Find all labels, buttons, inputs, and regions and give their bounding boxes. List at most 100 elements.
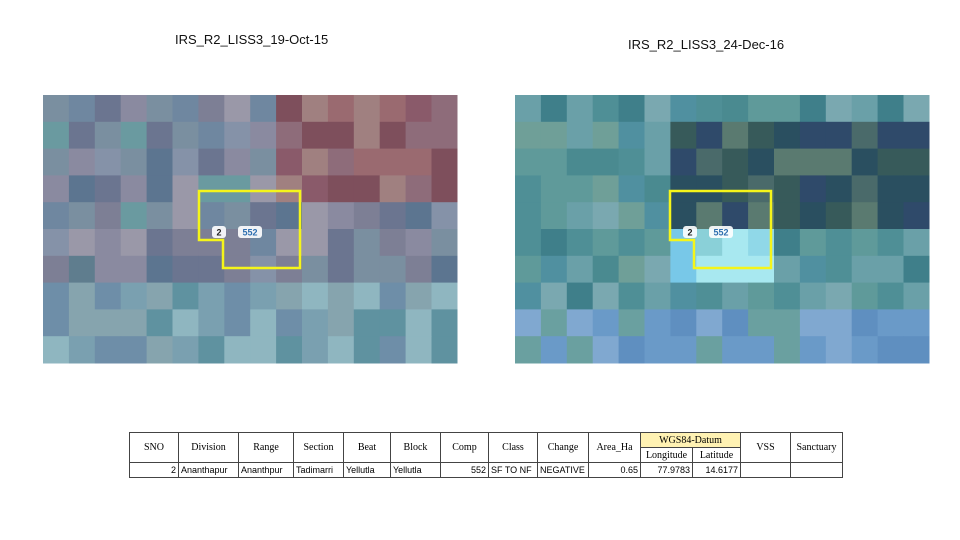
pixel bbox=[670, 95, 697, 123]
pixel bbox=[670, 336, 697, 364]
pixel bbox=[302, 175, 329, 203]
pixel bbox=[431, 229, 458, 257]
pixel bbox=[851, 121, 879, 150]
pixel bbox=[120, 148, 148, 176]
pixel bbox=[172, 255, 199, 284]
pixel bbox=[146, 255, 173, 284]
pixel bbox=[431, 282, 458, 310]
pixel bbox=[825, 282, 853, 310]
pixel bbox=[327, 95, 355, 123]
pixel bbox=[515, 121, 542, 150]
pixel bbox=[302, 282, 329, 310]
pixel bbox=[851, 282, 879, 310]
pixel bbox=[405, 336, 432, 364]
pixel bbox=[68, 175, 96, 203]
pixel bbox=[566, 336, 594, 364]
pixel bbox=[566, 255, 594, 284]
pixel bbox=[276, 95, 303, 123]
pixel bbox=[198, 202, 225, 230]
map-label: 2 bbox=[216, 228, 221, 238]
pixel bbox=[68, 121, 96, 150]
pixel bbox=[198, 309, 225, 337]
pixel bbox=[592, 175, 620, 203]
pixel bbox=[592, 202, 620, 230]
pixel bbox=[224, 282, 251, 310]
pixel bbox=[903, 121, 930, 150]
pixel bbox=[877, 202, 904, 230]
pixel bbox=[120, 202, 148, 230]
pixel bbox=[276, 148, 303, 176]
pixel bbox=[353, 336, 381, 364]
pixel bbox=[327, 255, 355, 284]
pixel bbox=[276, 255, 303, 284]
pixel bbox=[696, 121, 723, 150]
pixel bbox=[566, 121, 594, 150]
pixel bbox=[774, 229, 801, 257]
pixel bbox=[644, 309, 671, 337]
pixel bbox=[405, 282, 432, 310]
column-header: Change bbox=[537, 432, 589, 463]
pixel bbox=[68, 202, 96, 230]
pixel bbox=[722, 309, 749, 337]
pixel bbox=[592, 282, 620, 310]
pixel bbox=[799, 255, 827, 284]
table-cell: 77.9783 bbox=[640, 462, 693, 478]
pixel bbox=[851, 175, 879, 203]
pixel bbox=[670, 148, 697, 176]
pixel bbox=[696, 282, 723, 310]
pixel bbox=[644, 282, 671, 310]
pixel bbox=[353, 175, 381, 203]
pixel bbox=[172, 95, 199, 123]
pixel bbox=[94, 336, 122, 364]
table-cell: Ananthapur bbox=[178, 462, 239, 478]
pixel bbox=[68, 255, 96, 284]
pixel bbox=[799, 336, 827, 364]
pixel bbox=[748, 95, 775, 123]
label-box bbox=[709, 226, 733, 238]
pixel bbox=[94, 282, 122, 310]
pixel bbox=[172, 202, 199, 230]
table-cell: 552 bbox=[440, 462, 489, 478]
pixel bbox=[172, 309, 199, 337]
pixel bbox=[644, 121, 671, 150]
pixel bbox=[198, 282, 225, 310]
pixel bbox=[851, 95, 879, 123]
pixel bbox=[903, 95, 930, 123]
pixel bbox=[515, 336, 542, 364]
pixel bbox=[799, 282, 827, 310]
pixel bbox=[146, 282, 173, 310]
pixel bbox=[566, 95, 594, 123]
column-header: Class bbox=[488, 432, 538, 463]
pixel bbox=[566, 229, 594, 257]
pixel bbox=[799, 175, 827, 203]
pixel bbox=[302, 309, 329, 337]
pixel bbox=[851, 229, 879, 257]
pixel bbox=[540, 282, 568, 310]
pixel bbox=[224, 95, 251, 123]
table-cell: 14.6177 bbox=[692, 462, 741, 478]
pixel bbox=[748, 336, 775, 364]
pixel bbox=[224, 309, 251, 337]
column-header: Longitude bbox=[640, 447, 693, 463]
pixel bbox=[748, 121, 775, 150]
pixel bbox=[877, 255, 904, 284]
table-cell: NEGATIVE bbox=[537, 462, 589, 478]
pixel bbox=[431, 175, 458, 203]
pixel bbox=[68, 282, 96, 310]
pixel bbox=[250, 121, 277, 150]
pixel bbox=[302, 336, 329, 364]
pixel bbox=[722, 175, 749, 203]
pixel bbox=[903, 148, 930, 176]
pixel bbox=[379, 121, 407, 150]
table-cell: 0.65 bbox=[588, 462, 641, 478]
pixel bbox=[43, 255, 70, 284]
pixel bbox=[43, 175, 70, 203]
pixel bbox=[877, 175, 904, 203]
pixel bbox=[379, 282, 407, 310]
pixel bbox=[198, 175, 225, 203]
pixel bbox=[276, 202, 303, 230]
pixel bbox=[43, 202, 70, 230]
pixel bbox=[431, 95, 458, 123]
pixel bbox=[722, 95, 749, 123]
pixel bbox=[120, 309, 148, 337]
